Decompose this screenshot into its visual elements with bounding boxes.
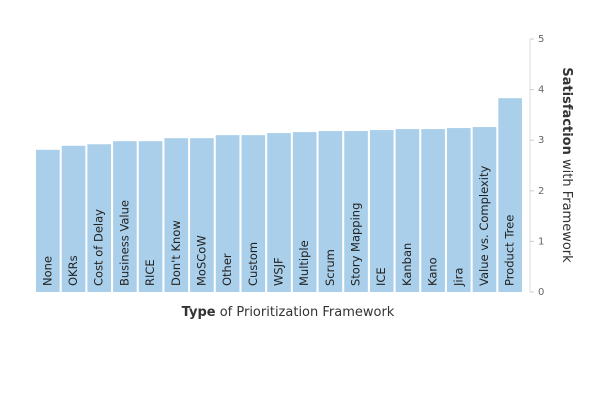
bar	[292, 132, 317, 292]
x-tick-label: OKRs	[66, 255, 80, 286]
bar	[267, 133, 291, 292]
x-tick-label: Jira	[451, 268, 465, 287]
x-tick-label: Custom	[246, 242, 260, 286]
x-tick-label: Kano	[426, 257, 440, 286]
y-axis-title-bold: Satisfaction	[560, 67, 575, 155]
bar	[395, 129, 420, 292]
y-axis-title-rest: with Framework	[560, 159, 575, 263]
x-tick-label: None	[40, 256, 54, 286]
y-tick-label: 5	[538, 34, 544, 45]
bar	[421, 129, 445, 292]
bar	[318, 131, 343, 292]
x-tick-label: Other	[220, 253, 234, 286]
x-tick-label: Value vs. Complexity	[477, 166, 491, 286]
y-tick-label: 1	[538, 236, 544, 247]
x-tick-label: WSJF	[272, 257, 286, 286]
bar	[87, 144, 112, 292]
bar	[190, 138, 214, 292]
x-tick-label: Multiple	[297, 240, 311, 286]
y-tick-label: 2	[538, 186, 544, 197]
bar	[344, 131, 368, 292]
x-tick-label: Cost of Delay	[92, 209, 106, 286]
x-tick-label: Product Tree	[503, 215, 517, 286]
x-axis-title: Type of Prioritization Framework	[182, 305, 395, 320]
x-tick-label: Kanban	[400, 243, 414, 286]
bar	[215, 135, 240, 292]
x-tick-label: MoSCoW	[194, 235, 208, 286]
bar	[472, 127, 497, 292]
x-tick-label: ICE	[374, 267, 388, 286]
bar	[446, 128, 471, 292]
bar	[241, 135, 266, 292]
y-tick-label: 0	[538, 287, 544, 298]
bar	[36, 149, 60, 292]
x-axis-title-bold: Type	[182, 305, 216, 320]
x-axis-title-rest: of Prioritization Framework	[220, 305, 395, 320]
y-tick-label: 4	[538, 85, 544, 96]
x-tick-label: RICE	[143, 259, 157, 286]
y-tick-label: 3	[538, 135, 544, 146]
bar	[164, 138, 189, 292]
bar	[138, 141, 163, 292]
y-axis-title: Satisfaction with Framework	[560, 67, 575, 263]
x-tick-label: Scrum	[323, 249, 337, 286]
bar	[113, 141, 137, 292]
bar	[61, 145, 86, 292]
x-tick-label: Story Mapping	[349, 203, 363, 286]
bar	[498, 98, 522, 293]
x-tick-label: Business Value	[117, 200, 131, 286]
bar	[369, 130, 394, 292]
x-tick-label: Don't Know	[169, 220, 183, 286]
